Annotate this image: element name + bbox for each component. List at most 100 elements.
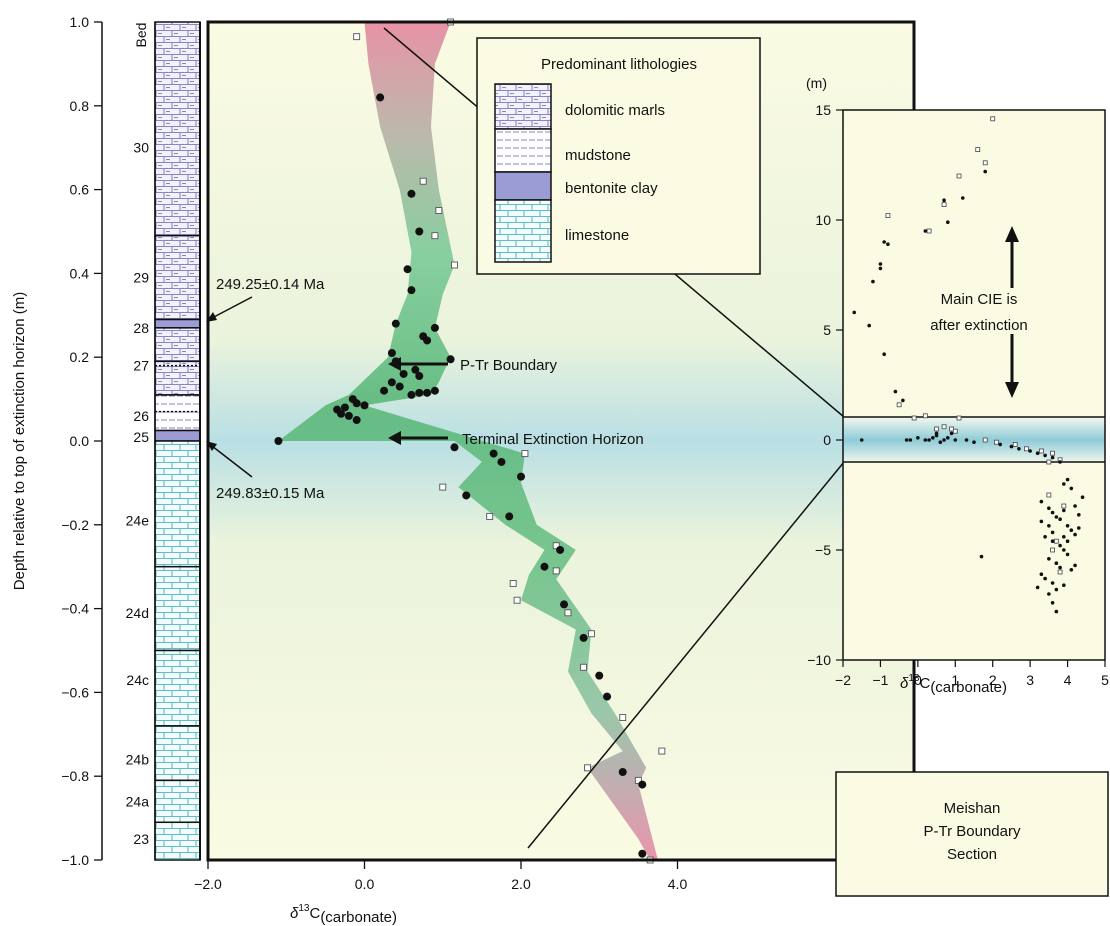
- inset-open-point: [1061, 503, 1067, 509]
- inset-filled-point: [908, 438, 913, 442]
- open-data-point: [486, 512, 494, 520]
- inset-y-tick-label: 5: [823, 322, 831, 338]
- inset-y-axis: −10 −5 0 5 10 15: [807, 102, 843, 668]
- inset-filled-point: [901, 398, 905, 403]
- inset-filled-point: [1050, 581, 1055, 585]
- inset-filled-point: [1043, 453, 1047, 458]
- inset-filled-point: [946, 220, 950, 224]
- inset-filled-point: [852, 310, 857, 315]
- legend-label: dolomitic marls: [565, 102, 665, 119]
- lithology-unit: [154, 327, 201, 363]
- caption-line-2: P-Tr Boundary: [924, 823, 1021, 840]
- inset-filled-point: [949, 431, 954, 436]
- lithology-unit: [154, 779, 201, 824]
- inset-filled-point: [1065, 552, 1070, 557]
- inset-filled-point: [1065, 477, 1070, 482]
- ptr-boundary-label: P-Tr Boundary: [460, 357, 557, 374]
- lithology-unit: [154, 429, 201, 442]
- bed-label: 29: [133, 270, 149, 286]
- legend-label: bentonite clay: [565, 180, 658, 197]
- inset-y-tick-label: −5: [815, 542, 831, 558]
- bed-label: 25: [133, 429, 149, 445]
- filled-data-point: [415, 372, 424, 381]
- inset-filled-point: [878, 266, 883, 271]
- inset-filled-point: [1050, 455, 1055, 460]
- age-annotation-upper: 249.25±0.14 Ma: [216, 276, 325, 293]
- filled-data-point: [352, 416, 361, 425]
- inset-open-point: [1046, 459, 1052, 465]
- lithology-unit: [154, 318, 201, 329]
- lithology-unit: [154, 234, 201, 321]
- filled-data-point: [407, 390, 416, 399]
- inset-filled-point: [1043, 576, 1047, 581]
- extinction-arrowhead: [388, 431, 401, 445]
- cie-label-background: [918, 288, 1040, 334]
- filled-data-point: [352, 399, 361, 408]
- mudstone-pattern: [494, 128, 552, 173]
- y-tick-label: 1.0: [70, 14, 90, 30]
- lithology-legend: Predominant lithologies dolomitic marls …: [476, 37, 761, 275]
- inset-filled-point: [1062, 535, 1066, 539]
- inset-filled-point: [904, 438, 909, 442]
- main-x-axis-title: δ13C(carbonate): [290, 903, 397, 926]
- inset-filled-point: [923, 229, 928, 233]
- inset-filled-point: [1047, 506, 1051, 511]
- inset-y-tick-label: 15: [815, 102, 831, 118]
- x-tick-label: 4.0: [668, 876, 688, 892]
- inset-filled-point: [1062, 508, 1066, 513]
- caption-line-3: Section: [947, 846, 997, 863]
- inset-filled-point: [1054, 609, 1059, 614]
- inset-filled-point: [1054, 515, 1059, 519]
- inset-open-point: [896, 402, 902, 408]
- filled-data-point: [556, 545, 565, 554]
- filled-data-point: [340, 403, 349, 412]
- bed-label: 24d: [126, 605, 149, 621]
- inset-open-point: [982, 160, 988, 166]
- y-tick-label: −0.8: [61, 768, 89, 784]
- open-data-point: [435, 207, 443, 215]
- limestone-pattern: [494, 199, 552, 263]
- inset-open-point: [994, 439, 999, 445]
- inset-open-points: [885, 116, 1067, 575]
- filled-data-point: [423, 336, 432, 345]
- bed-label: 24a: [126, 793, 150, 809]
- y-tick-label: −1.0: [61, 852, 89, 868]
- inset-filled-point: [1047, 524, 1051, 528]
- filled-data-point: [638, 780, 647, 789]
- inset-filled-point: [942, 438, 946, 442]
- open-data-point: [634, 776, 642, 784]
- inset-y-tick-label: 0: [823, 432, 831, 448]
- inset-filled-point: [998, 442, 1002, 447]
- inset-filled-point: [1077, 526, 1081, 530]
- inset-x-tick-label: 2: [989, 672, 997, 688]
- lithology-unit: [154, 649, 201, 727]
- filled-data-point: [387, 378, 396, 387]
- filled-data-point: [411, 365, 420, 374]
- y-tick-label: 0.4: [70, 265, 90, 281]
- lithology-unit: [154, 394, 201, 432]
- inset-filled-point: [871, 279, 875, 284]
- y-tick-label: 0.2: [70, 349, 90, 365]
- inset-open-point: [1046, 492, 1052, 498]
- inset-filled-point: [1073, 563, 1077, 568]
- inset-filled-point: [916, 436, 920, 440]
- cie-arrowhead-top: [1005, 226, 1019, 242]
- open-data-point: [451, 261, 458, 269]
- lithology-unit: [154, 440, 201, 568]
- legend-title: Predominant lithologies: [541, 56, 697, 73]
- inset-open-point: [1038, 448, 1044, 454]
- filled-data-point: [638, 849, 647, 858]
- inset-filled-point: [882, 240, 886, 244]
- bed-label: 26: [133, 408, 149, 424]
- open-data-point: [509, 580, 517, 587]
- inset-zoom-band: [843, 418, 1105, 462]
- zoom-connector-lower: [527, 461, 845, 849]
- bed-label: 24c: [126, 672, 149, 688]
- inset-open-point: [911, 415, 917, 421]
- filled-data-point: [560, 600, 569, 609]
- cie-arrowhead-bottom: [1005, 382, 1019, 398]
- inset-open-point: [922, 413, 928, 419]
- inset-x-tick-label: −1: [872, 672, 888, 688]
- inset-y-tick-label: 10: [815, 212, 831, 228]
